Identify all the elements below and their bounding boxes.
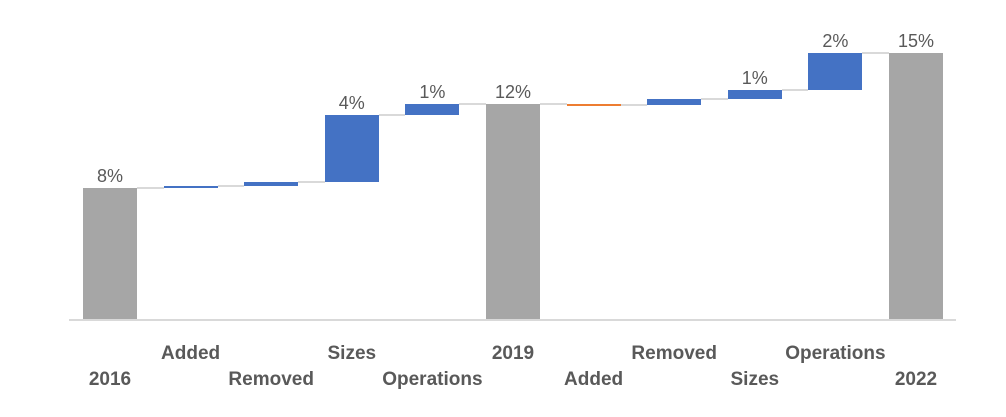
bar-added-1 (163, 186, 218, 188)
category-label-bar-removed-2: Removed (228, 369, 314, 390)
value-label-bar-2019-5: 12% (494, 82, 532, 103)
value-label-bar-operations-4: 1% (419, 82, 446, 103)
bar-sizes-8 (727, 90, 782, 99)
connector-2 (298, 180, 325, 183)
value-label-bar-2022-10: 15% (897, 30, 935, 51)
value-label-bar-operations-9: 2% (822, 30, 849, 51)
connector-1 (217, 185, 245, 188)
value-label-bar-sizes-8: 1% (741, 68, 768, 89)
category-label-bar-operations-4: Operations (382, 369, 483, 390)
category-label-bar-removed-7: Removed (631, 343, 717, 364)
connector-6 (620, 104, 648, 107)
category-label-bar-2022-10: 2022 (894, 369, 938, 390)
value-label-bar-2016-0: 8% (96, 165, 123, 186)
category-label-bar-2016-0: 2016 (88, 369, 132, 390)
connector-5 (540, 103, 567, 106)
category-label-bar-sizes-3: Sizes (327, 343, 377, 364)
category-label-bar-added-1: Added (161, 343, 221, 364)
bar-operations-4 (405, 104, 460, 115)
bar-2022-10 (889, 52, 943, 320)
connector-0 (137, 186, 164, 189)
x-axis-line (69, 319, 956, 321)
bar-added-6 (566, 104, 621, 106)
bar-operations-9 (808, 52, 863, 91)
bar-removed-2 (244, 181, 299, 187)
bar-removed-7 (647, 98, 702, 106)
value-label-bar-sizes-3: 4% (338, 92, 365, 113)
category-label-bar-added-6: Added (564, 369, 624, 390)
connector-8 (781, 89, 809, 92)
category-label-bar-sizes-8: Sizes (730, 369, 780, 390)
bar-sizes-3 (324, 114, 379, 182)
bar-2019-5 (486, 104, 540, 320)
connector-3 (378, 113, 406, 116)
connector-4 (459, 103, 486, 106)
category-label-bar-2019-5: 2019 (491, 343, 535, 364)
category-label-bar-operations-9: Operations (785, 343, 886, 364)
connector-9 (862, 51, 889, 54)
connector-7 (701, 97, 728, 100)
bar-2016-0 (83, 187, 137, 320)
